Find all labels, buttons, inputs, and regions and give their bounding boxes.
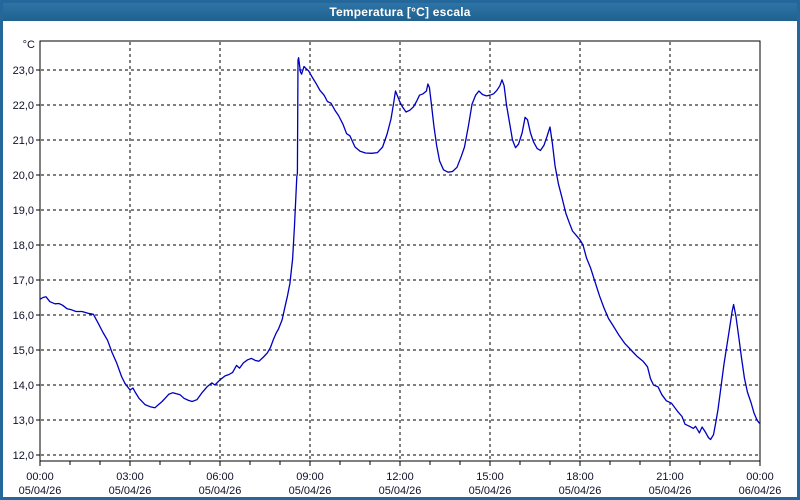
x-axis-time-label: 21:00 (656, 471, 684, 483)
y-axis-label: 13,0 (13, 415, 34, 427)
x-axis-date-label: 05/04/26 (469, 485, 512, 497)
x-axis-time-label: 06:00 (206, 471, 234, 483)
x-axis-time-label: 12:00 (386, 471, 414, 483)
y-axis-label: 14,0 (13, 380, 34, 392)
x-axis-date-label: 05/04/26 (289, 485, 332, 497)
y-axis-label: 17,0 (13, 275, 34, 287)
y-axis-label: 23,0 (13, 65, 34, 77)
x-axis-date-label: 05/04/26 (649, 485, 692, 497)
y-axis-label: 21,0 (13, 135, 34, 147)
x-axis-time-label: 00:00 (26, 471, 54, 483)
x-axis-date-label: 05/04/26 (199, 485, 242, 497)
temperature-line-chart: 23,0 22,0 21,0 20,0 19,0 18,0 17,0 16,0 15,0 14,0… (13, 39, 782, 497)
x-axis-date-label: 05/04/26 (109, 485, 152, 497)
y-axis-label: 20,0 (13, 170, 34, 182)
y-axis-label: 22,0 (13, 100, 34, 112)
window-title: Temperatura [°C] escala (329, 5, 471, 19)
x-axis-date-label: 05/04/26 (379, 485, 422, 497)
x-axis-date-label: 05/04/26 (19, 485, 62, 497)
window-titlebar[interactable]: Temperatura [°C] escala (3, 3, 797, 21)
x-axis-time-label: 18:00 (566, 471, 594, 483)
temperature-series-line (39, 57, 761, 441)
x-axis-time-label: 09:00 (296, 471, 324, 483)
x-axis-time-label: 15:00 (476, 471, 504, 483)
x-axis-date-label: 05/04/26 (559, 485, 602, 497)
y-axis-label: 18,0 (13, 240, 34, 252)
chart-area: 23,0 22,0 21,0 20,0 19,0 18,0 17,0 16,0 15,0 14,0… (3, 21, 797, 497)
x-axis-time-label: 00:00 (746, 471, 774, 483)
y-axis-label: 15,0 (13, 345, 34, 357)
y-axis-unit-label: °C (23, 39, 35, 51)
x-axis-date-label: 06/04/26 (739, 485, 782, 497)
y-axis-label: 12,0 (13, 450, 34, 462)
y-axis-label: 19,0 (13, 205, 34, 217)
y-axis-label: 16,0 (13, 310, 34, 322)
x-axis-time-label: 03:00 (116, 471, 144, 483)
